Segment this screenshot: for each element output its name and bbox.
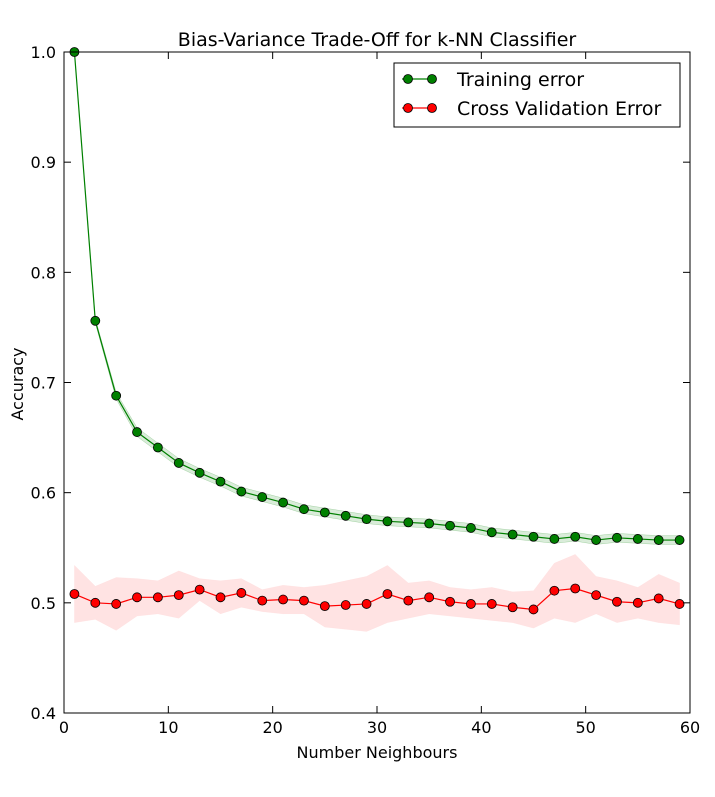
point-cv bbox=[111, 599, 122, 609]
point-cv bbox=[674, 599, 685, 609]
point-cv bbox=[69, 589, 80, 599]
point-cv bbox=[570, 583, 581, 594]
y-tick-label: 0.9 bbox=[31, 153, 56, 172]
y-tick-label: 0.7 bbox=[31, 374, 56, 393]
y-tick-label: 0.6 bbox=[31, 484, 56, 503]
point-training bbox=[152, 442, 163, 453]
point-cv bbox=[591, 590, 601, 601]
point-cv bbox=[507, 602, 518, 613]
point-training bbox=[361, 514, 372, 525]
point-cv bbox=[361, 599, 372, 609]
point-cv bbox=[132, 592, 142, 603]
series-markers bbox=[69, 47, 685, 615]
point-training bbox=[319, 507, 330, 518]
point-training bbox=[340, 510, 351, 521]
legend-label-training: Training error bbox=[456, 69, 584, 91]
point-training bbox=[528, 531, 539, 542]
point-training bbox=[445, 520, 455, 531]
point-training bbox=[570, 531, 581, 542]
point-training bbox=[507, 529, 518, 540]
plot-area bbox=[63, 47, 691, 714]
point-cv bbox=[465, 599, 476, 609]
axes-frame bbox=[63, 51, 691, 714]
point-training bbox=[173, 458, 184, 468]
point-cv bbox=[152, 592, 163, 603]
legend-marker-training bbox=[427, 74, 437, 84]
point-training bbox=[612, 532, 622, 543]
point-cv bbox=[424, 592, 435, 603]
legend: Training error Cross Validation Error bbox=[393, 62, 681, 128]
point-cv bbox=[215, 592, 226, 603]
point-cv bbox=[173, 590, 184, 601]
y-tick-label: 0.8 bbox=[31, 263, 56, 282]
legend-marker-training bbox=[403, 74, 413, 84]
point-training bbox=[257, 492, 268, 502]
point-training bbox=[674, 535, 685, 545]
point-training bbox=[403, 517, 414, 528]
point-cv bbox=[299, 595, 309, 606]
point-cv bbox=[528, 604, 539, 615]
legend-label-cv: Cross Validation Error bbox=[457, 98, 661, 120]
tick-labels: 0 10 20 30 40 50 60 0.4 0.5 0.6 0.7 0.8 0.9 1.0 bbox=[31, 43, 701, 737]
point-training bbox=[194, 467, 205, 478]
x-tick-label: 0 bbox=[59, 718, 69, 737]
band-cv bbox=[74, 554, 680, 632]
point-cv bbox=[278, 594, 289, 605]
point-cv bbox=[90, 597, 101, 608]
point-training bbox=[236, 486, 247, 497]
x-axis-title: Number Neighbours bbox=[297, 743, 458, 762]
point-training bbox=[90, 315, 101, 326]
point-cv bbox=[194, 584, 205, 595]
y-tick-label: 0.5 bbox=[31, 594, 56, 613]
point-cv bbox=[632, 597, 643, 608]
point-cv bbox=[549, 585, 560, 596]
legend-box bbox=[393, 62, 681, 128]
chart-title: Bias-Variance Trade-Off for k-NN Classif… bbox=[178, 29, 577, 51]
point-cv bbox=[382, 589, 393, 599]
point-training bbox=[299, 504, 309, 515]
point-training bbox=[632, 534, 643, 544]
x-tick-label: 60 bbox=[680, 718, 700, 737]
point-cv bbox=[319, 601, 330, 612]
x-tick-label: 20 bbox=[262, 718, 282, 737]
point-cv bbox=[653, 593, 664, 604]
x-tick-label: 10 bbox=[158, 718, 178, 737]
point-training bbox=[549, 534, 560, 544]
point-training bbox=[111, 390, 122, 401]
point-cv bbox=[236, 588, 247, 598]
point-training bbox=[465, 523, 476, 533]
point-training bbox=[653, 535, 664, 545]
legend-marker-cv bbox=[403, 103, 413, 113]
point-cv bbox=[257, 595, 268, 606]
x-tick-label: 40 bbox=[471, 718, 491, 737]
point-cv bbox=[486, 599, 497, 609]
point-training bbox=[424, 518, 435, 529]
point-cv bbox=[445, 596, 455, 607]
point-training bbox=[278, 497, 289, 508]
point-cv bbox=[612, 596, 622, 607]
legend-marker-cv bbox=[427, 103, 437, 113]
x-tick-label: 30 bbox=[367, 718, 387, 737]
y-axis-title: Accuracy bbox=[8, 347, 27, 420]
y-tick-label: 1.0 bbox=[31, 43, 56, 62]
point-training bbox=[382, 516, 393, 527]
point-training bbox=[486, 527, 497, 538]
point-cv bbox=[340, 600, 351, 610]
point-training bbox=[132, 427, 142, 437]
point-training bbox=[591, 535, 601, 545]
point-training bbox=[215, 476, 226, 487]
x-tick-label: 50 bbox=[575, 718, 595, 737]
point-cv bbox=[403, 595, 414, 606]
y-tick-label: 0.4 bbox=[31, 704, 56, 723]
